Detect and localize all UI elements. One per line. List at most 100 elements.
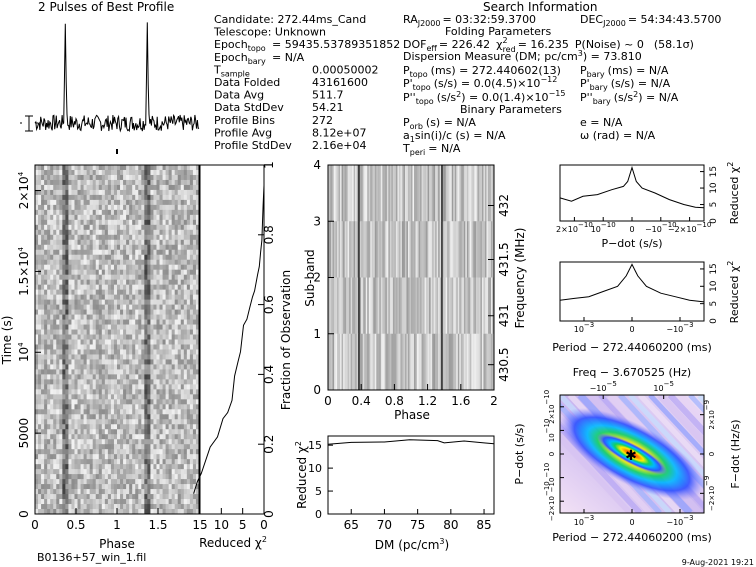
time-phase-cell <box>192 209 197 216</box>
time-phase-cell <box>95 165 100 171</box>
time-phase-cell <box>144 419 148 425</box>
time-phase-cell <box>68 319 72 325</box>
time-phase-cell <box>192 289 197 296</box>
time-phase-cell <box>92 364 97 370</box>
time-phase-cell <box>174 389 179 395</box>
time-phase-cell <box>156 324 160 330</box>
time-phase-cell <box>92 339 97 345</box>
time-phase-cell <box>171 509 176 515</box>
time-phase-cell <box>104 424 109 430</box>
time-phase-cell <box>144 204 148 211</box>
time-phase-cell <box>86 279 91 286</box>
time-phase-cell <box>183 194 188 201</box>
time-phase-cell <box>56 349 60 355</box>
time-phase-cell <box>186 184 191 191</box>
subband-cell <box>362 221 365 278</box>
time-phase-cell <box>44 424 48 430</box>
time-phase-cell <box>104 384 109 390</box>
time-phase-cell <box>59 454 63 460</box>
time-phase-cell <box>41 269 45 276</box>
time-phase-cell <box>129 229 133 236</box>
subband-cell <box>406 277 409 335</box>
time-phase-cell <box>38 179 42 186</box>
time-phase-cell <box>132 165 136 171</box>
chi-period-curve <box>559 263 705 303</box>
time-phase-cell <box>77 239 81 246</box>
time-phase-cell <box>41 374 45 380</box>
time-phase-cell <box>120 309 124 315</box>
time-phase-cell <box>144 359 148 365</box>
time-phase-cell <box>132 379 136 385</box>
time-phase-cell <box>138 194 142 201</box>
time-phase-cell <box>150 214 154 221</box>
time-phase-cell <box>132 474 136 480</box>
time-phase-cell <box>38 204 42 211</box>
time-phase-cell <box>162 504 166 510</box>
time-phase-cell <box>56 374 60 380</box>
time-phase-cell <box>144 504 148 510</box>
time-phase-cell <box>38 494 42 500</box>
time-phase-cell <box>186 179 191 186</box>
time-phase-cell <box>141 179 145 186</box>
time-phase-cell <box>47 364 51 370</box>
time-phase-cell <box>153 484 157 490</box>
time-phase-cell <box>62 369 66 375</box>
time-phase-cell <box>53 274 57 281</box>
time-phase-cell <box>107 469 112 475</box>
time-phase-cell <box>62 339 66 345</box>
time-phase-cell <box>189 339 194 345</box>
time-phase-cell <box>117 249 121 256</box>
time-phase-cell <box>126 384 130 390</box>
tick-label: 1.5×104 <box>17 246 31 295</box>
subband-cell <box>343 277 345 335</box>
time-phase-cell <box>168 234 173 241</box>
time-phase-cell <box>186 254 191 261</box>
time-phase-cell <box>150 404 154 410</box>
time-phase-cell <box>104 279 109 286</box>
time-phase-cell <box>132 434 136 440</box>
time-phase-cell <box>38 469 42 475</box>
time-phase-cell <box>153 234 157 241</box>
time-phase-cell <box>83 379 88 385</box>
time-phase-cell <box>174 504 179 510</box>
subband-cell <box>454 165 457 222</box>
time-phase-cell <box>189 269 194 276</box>
time-phase-cell <box>41 179 45 186</box>
subband-cell <box>386 277 389 335</box>
time-phase-cell <box>83 369 88 375</box>
time-phase-cell <box>83 309 88 315</box>
time-phase-cell <box>92 409 97 415</box>
subband-cell <box>361 165 364 222</box>
time-phase-cell <box>44 344 48 350</box>
time-phase-cell <box>62 459 66 465</box>
time-phase-cell <box>68 449 72 455</box>
time-phase-cell <box>92 444 97 450</box>
time-phase-cell <box>132 414 136 420</box>
time-phase-cell <box>74 464 78 470</box>
time-phase-cell <box>171 459 176 465</box>
time-phase-cell <box>174 509 179 515</box>
time-phase-cell <box>117 509 121 515</box>
time-phase-cell <box>41 439 45 445</box>
time-phase-cell <box>59 364 63 370</box>
time-phase-cell <box>162 299 166 305</box>
time-phase-cell <box>165 434 170 440</box>
time-phase-cell <box>120 399 124 405</box>
time-phase-cell <box>80 329 84 335</box>
time-phase-cell <box>138 469 142 475</box>
subband-cell <box>338 221 341 278</box>
time-phase-cell <box>59 165 63 171</box>
time-phase-cell <box>165 374 170 380</box>
time-phase-cell <box>183 479 188 485</box>
time-phase-cell <box>189 359 194 365</box>
subband-cell <box>442 221 445 278</box>
time-phase-cell <box>44 384 48 390</box>
time-phase-cell <box>180 204 185 211</box>
time-phase-cell <box>168 404 173 410</box>
time-phase-cell <box>177 319 182 325</box>
time-phase-cell <box>95 459 100 465</box>
time-phase-cell <box>68 214 72 221</box>
time-phase-cell <box>162 414 166 420</box>
time-phase-cell <box>192 254 197 261</box>
time-phase-cell <box>65 334 69 340</box>
